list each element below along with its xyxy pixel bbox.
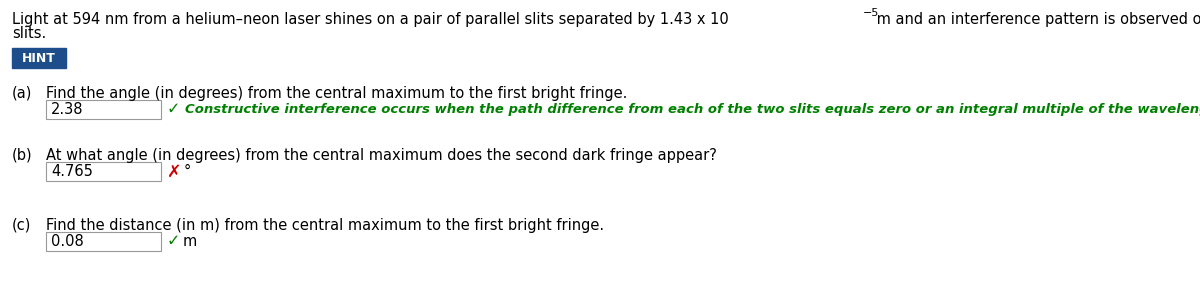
Text: ✓: ✓ xyxy=(167,102,180,117)
Text: Find the angle (in degrees) from the central maximum to the first bright fringe.: Find the angle (in degrees) from the cen… xyxy=(46,86,628,101)
Text: Find the distance (in m) from the central maximum to the first bright fringe.: Find the distance (in m) from the centra… xyxy=(46,218,604,233)
Text: 4.765: 4.765 xyxy=(50,164,92,179)
Text: °: ° xyxy=(184,164,191,179)
Text: slits.: slits. xyxy=(12,26,47,41)
Text: Constructive interference occurs when the path difference from each of the two s: Constructive interference occurs when th… xyxy=(185,103,1200,116)
Text: (a): (a) xyxy=(12,86,32,101)
Text: (b): (b) xyxy=(12,148,32,163)
Text: HINT: HINT xyxy=(22,51,56,64)
Text: 0.08: 0.08 xyxy=(50,234,84,249)
FancyBboxPatch shape xyxy=(46,100,161,119)
Text: At what angle (in degrees) from the central maximum does the second dark fringe : At what angle (in degrees) from the cent… xyxy=(46,148,716,163)
Text: ✗: ✗ xyxy=(167,163,181,181)
Text: 2.38: 2.38 xyxy=(50,102,84,117)
FancyBboxPatch shape xyxy=(46,162,161,181)
Text: ✓: ✓ xyxy=(167,234,180,249)
FancyBboxPatch shape xyxy=(46,232,161,251)
Text: m: m xyxy=(182,234,197,249)
Text: (c): (c) xyxy=(12,218,31,233)
Text: −5: −5 xyxy=(863,8,880,18)
FancyBboxPatch shape xyxy=(12,48,66,68)
Text: Light at 594 nm from a helium–neon laser shines on a pair of parallel slits sepa: Light at 594 nm from a helium–neon laser… xyxy=(12,12,728,27)
Text: m and an interference pattern is observed on a screen 1.90 m from the plane of t: m and an interference pattern is observe… xyxy=(872,12,1200,27)
